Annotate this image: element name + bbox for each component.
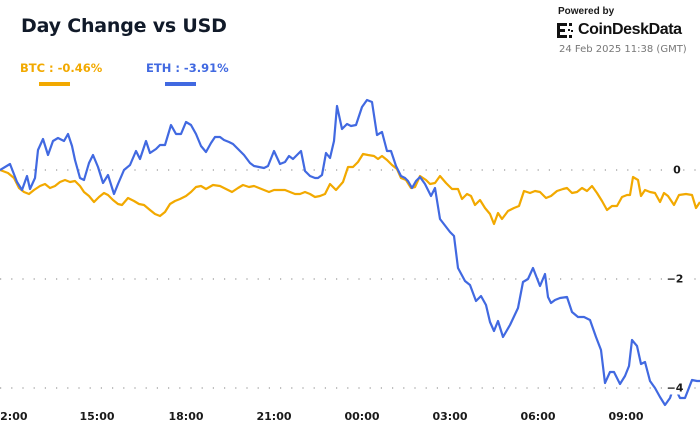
powered-by-label: Powered by <box>558 6 615 17</box>
legend-btc-swatch <box>39 82 70 86</box>
legend-btc-label: BTC : -0.46% <box>20 61 103 75</box>
eth-series-line <box>0 98 700 407</box>
x-tick-0600: 06:00 <box>520 410 556 423</box>
chart-title: Day Change vs USD <box>21 15 227 37</box>
legend-eth-label: ETH : -3.91% <box>146 61 229 75</box>
y-tick-0: 0 <box>672 163 682 177</box>
x-tick-2100: 21:00 <box>256 410 292 423</box>
x-tick-1800: 18:00 <box>168 410 204 423</box>
x-tick-0300: 03:00 <box>432 410 468 423</box>
x-tick-0000: 00:00 <box>344 410 380 423</box>
brand-name: CoinDeskData <box>578 21 682 38</box>
y-tick-minus-2: −2 <box>665 272 685 286</box>
timestamp: 24 Feb 2025 11:38 (GMT) <box>559 44 687 55</box>
gridlines <box>0 169 700 389</box>
brand-logo: CoinDeskData <box>557 21 682 39</box>
x-tick-1500: 15:00 <box>79 410 115 423</box>
btc-series-line <box>0 152 700 226</box>
y-tick-minus-4: −4 <box>665 381 685 395</box>
x-tick-0900: 09:00 <box>608 410 644 423</box>
x-tick-1200: 12:00 <box>0 410 28 423</box>
legend-eth-swatch <box>165 82 196 86</box>
coindesk-logo-icon <box>557 22 573 38</box>
